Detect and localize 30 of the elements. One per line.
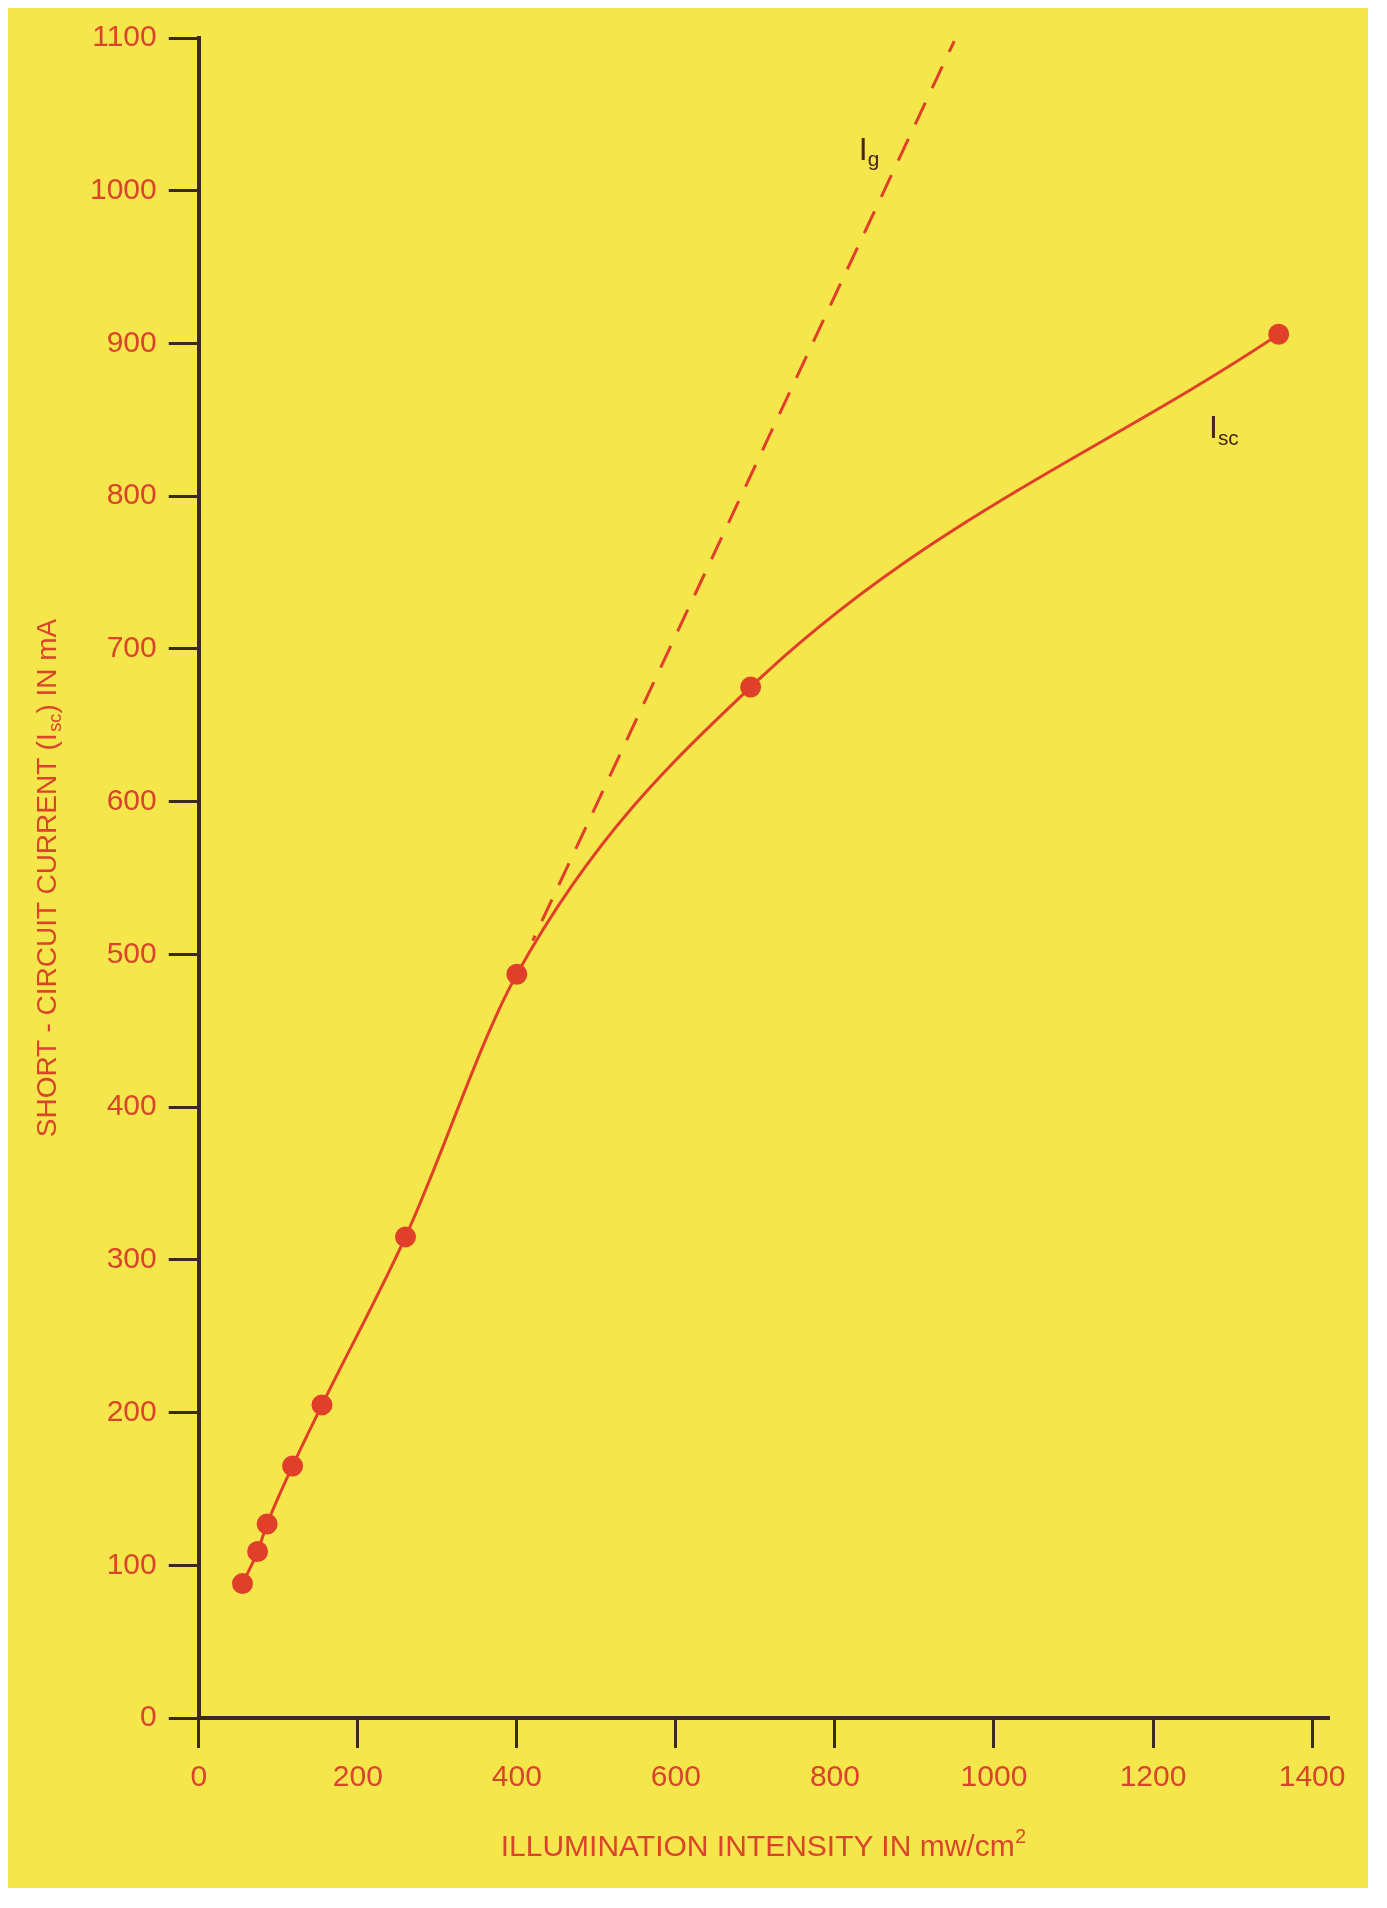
y-tick-label: 600 <box>106 782 157 816</box>
x-tick-label: 1200 <box>1119 1759 1187 1793</box>
y-tick-label: 0 <box>140 1699 157 1733</box>
point <box>395 1226 417 1248</box>
point <box>1268 323 1290 345</box>
y-tick-label: 100 <box>106 1546 157 1580</box>
point <box>740 676 762 698</box>
x-tick-label: 400 <box>491 1759 542 1793</box>
point <box>282 1455 304 1477</box>
point <box>311 1394 333 1416</box>
y-tick-label: 900 <box>106 324 157 358</box>
point <box>231 1573 253 1595</box>
y-tick-label: 300 <box>106 1241 157 1275</box>
y-tick-label: 1000 <box>89 171 157 205</box>
x-tick-label: 1400 <box>1278 1759 1346 1793</box>
y-tick-label: 400 <box>106 1088 157 1122</box>
point <box>256 1513 278 1535</box>
x-tick-label: 200 <box>332 1759 383 1793</box>
y-tick-label: 200 <box>106 1393 157 1427</box>
point <box>247 1541 269 1563</box>
point <box>506 963 528 985</box>
y-tick-label: 500 <box>106 935 157 969</box>
y-tick-label: 800 <box>106 477 157 511</box>
x-tick-label: 800 <box>809 1759 860 1793</box>
x-tick-label: 0 <box>190 1759 208 1793</box>
y-tick-label: 700 <box>106 630 157 664</box>
x-tick-label: 1000 <box>960 1759 1028 1793</box>
y-axis-title: SHORT - CIRCUIT CURRENT (Isc) IN mA <box>30 618 66 1138</box>
y-tick-label: 1100 <box>92 19 157 53</box>
x-tick-label: 600 <box>650 1759 701 1793</box>
